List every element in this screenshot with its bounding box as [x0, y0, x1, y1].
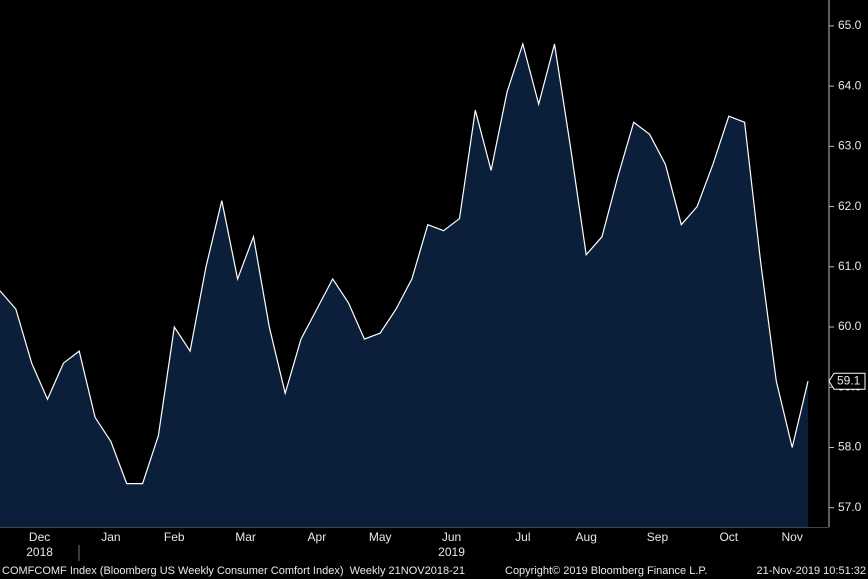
line: [0, 41, 809, 485]
x-tick-label: Feb: [164, 530, 185, 544]
footer-right: 21-Nov-2019 10:51:32: [757, 565, 866, 577]
footer-left: COMFCOMF Index (Bloomberg US Weekly Cons…: [2, 565, 465, 577]
x-tick-label: Mar: [235, 530, 256, 544]
y-tick-label: 60.0: [838, 319, 862, 333]
x-tick-label: Oct: [719, 530, 738, 544]
x-tick-label: Nov: [781, 530, 802, 544]
last-value-label: 59.1: [837, 373, 861, 387]
x-tick-label: May: [369, 530, 392, 544]
area: [0, 44, 808, 527]
y-tick-label: 58.0: [838, 440, 862, 454]
y-tick-label: 61.0: [838, 259, 862, 273]
x-tick-label: Apr: [308, 530, 327, 544]
x-tick-label: Aug: [576, 530, 597, 544]
y-tick-label: 57.0: [838, 500, 862, 514]
x-tick-label: Jan: [101, 530, 120, 544]
x-tick-label: Jul: [515, 530, 530, 544]
footer-center: Copyright© 2019 Bloomberg Finance L.P.: [505, 565, 707, 577]
year-label: 2018: [26, 545, 53, 559]
y-tick-label: 64.0: [838, 78, 862, 92]
x-tick-label: Sep: [647, 530, 669, 544]
x-tick-label: Jun: [442, 530, 461, 544]
last-value-box: [828, 372, 866, 390]
y-tick-label: 63.0: [838, 139, 862, 153]
year-label: 2019: [438, 545, 465, 559]
y-tick-label: 62.0: [838, 199, 862, 213]
x-tick-label: Dec: [29, 530, 50, 544]
y-tick-label: 65.0: [838, 18, 862, 32]
